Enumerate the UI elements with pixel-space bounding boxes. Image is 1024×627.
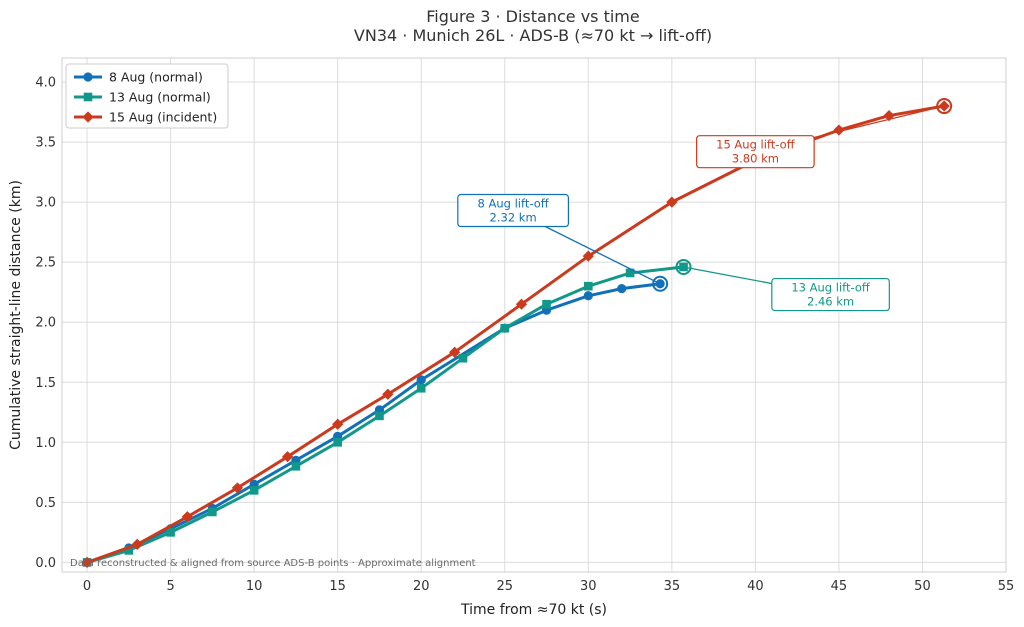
legend-box	[65, 63, 229, 129]
annotation-box	[457, 193, 570, 228]
liftoff-ring	[936, 98, 953, 115]
annotation-title: 13 Aug lift-off	[791, 281, 871, 295]
data-point	[382, 388, 394, 400]
data-point	[131, 538, 143, 550]
data-point	[291, 462, 301, 471]
data-point	[166, 528, 175, 537]
legend-marker	[82, 111, 94, 123]
x-tick-label: 40	[747, 579, 764, 594]
x-tick-label: 55	[998, 579, 1015, 594]
data-point	[81, 556, 93, 568]
legend-label: 8 Aug (normal)	[109, 70, 203, 85]
data-point	[584, 281, 593, 291]
data-point	[333, 437, 342, 447]
data-point	[542, 299, 551, 309]
chart-title-line2: VN34 · Munich 26L · ADS-B (≈70 kt → lift…	[354, 26, 712, 45]
data-point	[249, 486, 259, 495]
liftoff-ring	[675, 258, 692, 275]
x-tick-label: 25	[496, 579, 513, 594]
y-axis-label: Cumulative straight-line distance (km)	[8, 180, 24, 450]
y-tick-label: 2.5	[35, 256, 56, 271]
legend-label: 13 Aug (normal)	[109, 90, 211, 105]
legend-marker	[83, 72, 93, 82]
data-point	[281, 451, 294, 463]
data-point	[124, 546, 134, 555]
y-tick-label: 4.0	[35, 76, 56, 91]
data-point	[416, 375, 426, 385]
data-point	[458, 353, 468, 363]
footnote: Data reconstructed & aligned from source…	[70, 558, 476, 569]
x-tick-label: 30	[580, 579, 597, 594]
data-point	[582, 250, 594, 262]
y-tick-label: 3.5	[35, 136, 56, 151]
annotation-title: 15 Aug lift-off	[716, 138, 796, 152]
x-tick-label: 0	[83, 579, 91, 594]
data-point	[625, 268, 635, 278]
legend-item: 8 Aug (normal)	[74, 70, 203, 85]
data-point	[375, 411, 384, 421]
legend-label: 15 Aug (incident)	[109, 110, 217, 125]
data-point	[449, 346, 461, 358]
y-tick-label: 1.0	[35, 436, 56, 451]
annotation-value: 2.32 km	[490, 211, 537, 225]
series-line	[85, 265, 685, 564]
x-tick-label: 5	[166, 579, 174, 594]
legend: 8 Aug (normal) 13 Aug (normal) 15 Aug (inc…	[65, 63, 229, 129]
series-2	[82, 262, 688, 567]
legend-item: 13 Aug (normal)	[74, 90, 211, 105]
data-point	[666, 196, 678, 208]
data-point	[500, 323, 510, 333]
y-tick-label: 0.5	[35, 496, 56, 511]
x-tick-label: 50	[914, 579, 931, 594]
series-3	[81, 100, 950, 568]
data-point	[617, 283, 627, 294]
series-line	[85, 282, 662, 564]
x-tick-label: 45	[831, 579, 848, 594]
y-tick-label: 0.0	[35, 556, 56, 571]
y-tick-label: 2.0	[35, 316, 56, 331]
data-point	[208, 507, 217, 517]
data-point	[583, 291, 593, 301]
x-tick-label: 35	[664, 579, 681, 594]
legend-marker	[83, 92, 93, 102]
plot-area-frame	[61, 57, 1007, 573]
x-tick-label: 10	[246, 579, 263, 594]
liftoff-ring	[652, 275, 669, 292]
data-point	[416, 383, 426, 393]
legend-item: 15 Aug (incident)	[74, 110, 217, 125]
x-axis-label: Time from ≈70 kt (s)	[460, 602, 607, 618]
y-tick-label: 1.5	[35, 376, 56, 391]
y-tick-label: 3.0	[35, 196, 56, 211]
annotation-title: 8 Aug lift-off	[478, 197, 550, 211]
series-layer	[81, 100, 950, 568]
x-tick-label: 15	[329, 579, 346, 594]
data-point	[181, 511, 193, 523]
data-point	[231, 482, 244, 494]
annotation-box	[771, 277, 890, 312]
annotation-value: 3.80 km	[732, 152, 779, 166]
x-tick-label: 20	[413, 579, 430, 594]
data-point	[515, 298, 528, 310]
data-point	[833, 124, 845, 136]
series-line	[85, 104, 946, 564]
annotation-box	[696, 135, 815, 169]
tick-labels: 0 5 10 15 20 25 30 35 40 45 50 55 0.0 0.5 1.0 1.5 2.0 2.5…	[35, 76, 1014, 594]
data-point	[332, 418, 344, 430]
annotation-value: 2.46 km	[807, 295, 854, 309]
chart-title-line1: Figure 3 · Distance vs time	[426, 7, 639, 26]
